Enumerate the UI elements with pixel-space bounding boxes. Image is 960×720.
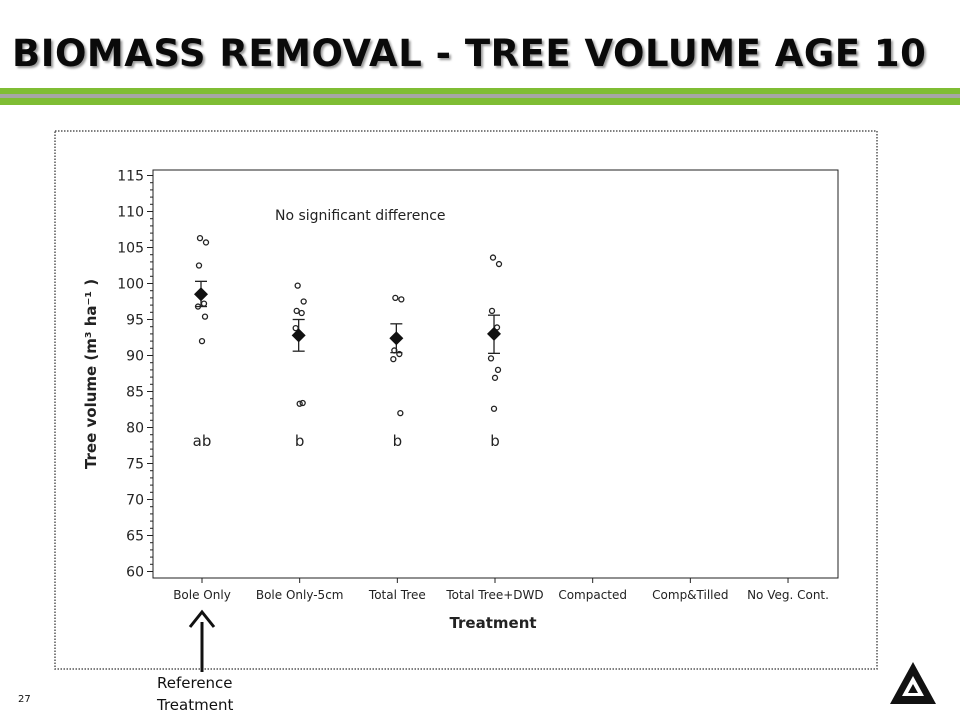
observation-point	[198, 337, 206, 345]
observation-point	[195, 262, 203, 269]
observation-point	[196, 234, 204, 242]
mean-marker	[194, 287, 208, 302]
x-axis: Bole Only Bole Only-5cm Total Tree Total Tr…	[173, 578, 829, 602]
x-tick-label: Comp&Tilled	[652, 588, 728, 602]
significance-letter: ab	[193, 432, 212, 450]
y-tick-label: 100	[117, 277, 144, 293]
y-tick-label: 70	[126, 493, 144, 509]
observation-point	[298, 309, 305, 317]
y-tick-label: 110	[117, 205, 144, 221]
reference-arrow-head	[188, 609, 216, 628]
chart-annotation: No significant difference	[275, 208, 446, 224]
x-tick-label: No Veg. Cont.	[747, 588, 829, 602]
y-tick-label: 80	[126, 421, 144, 437]
plot-area-frame	[152, 169, 839, 579]
significance-letter: b	[490, 432, 500, 450]
observation-point	[396, 350, 403, 358]
slide-title: BIOMASS REMOVAL - TREE VOLUME AGE 10	[12, 32, 927, 75]
observation-point	[397, 409, 404, 417]
x-tick-label: Compacted	[558, 588, 627, 602]
y-tick-label: 85	[126, 385, 144, 401]
observation-point	[392, 294, 399, 302]
y-tick-label: 60	[126, 565, 144, 581]
observation-point	[202, 239, 210, 246]
observation-point	[296, 400, 303, 407]
y-axis-title: Tree volume (m³ ha⁻¹ )	[82, 279, 100, 469]
observation-point	[293, 307, 300, 315]
x-tick-label: Bole Only	[173, 588, 231, 602]
y-tick-label: 65	[126, 529, 144, 545]
observation-point	[494, 366, 502, 374]
y-tick-label: 115	[117, 169, 144, 185]
x-tick-label: Total Tree	[368, 588, 426, 602]
x-tick-label: Bole Only-5cm	[256, 588, 344, 602]
y-tick-label: 105	[117, 241, 144, 257]
observation-point	[390, 355, 397, 363]
observation-point	[300, 298, 307, 305]
observation-point	[491, 374, 499, 381]
triangle-a-logo-icon	[890, 662, 936, 704]
mean-marker	[389, 331, 404, 346]
chart-marks: ab b b b	[193, 234, 503, 450]
observation-point	[490, 405, 498, 412]
mean-marker	[291, 328, 306, 343]
observation-point	[488, 307, 496, 315]
title-underline-stripe	[0, 94, 960, 98]
y-tick-label: 75	[126, 457, 144, 473]
page-number: 27	[18, 694, 31, 705]
x-tick-label: Total Tree+DWD	[445, 588, 543, 602]
observation-point	[495, 260, 503, 268]
observation-point	[398, 296, 405, 303]
mean-marker	[487, 326, 502, 341]
reference-treatment-label: Reference Treatment	[157, 674, 234, 714]
y-axis: 60 65 70 75 80 85 90 95 100 105 110 115	[117, 169, 153, 581]
observation-point	[489, 254, 497, 261]
observation-point	[294, 282, 301, 289]
significance-letter: b	[393, 432, 403, 450]
y-tick-label: 90	[126, 349, 144, 365]
observation-point	[299, 399, 306, 407]
significance-letter: b	[295, 432, 305, 450]
observation-point	[201, 313, 209, 320]
observation-point	[487, 355, 495, 362]
x-axis-title: Treatment	[449, 614, 536, 632]
y-tick-label: 95	[126, 313, 144, 329]
